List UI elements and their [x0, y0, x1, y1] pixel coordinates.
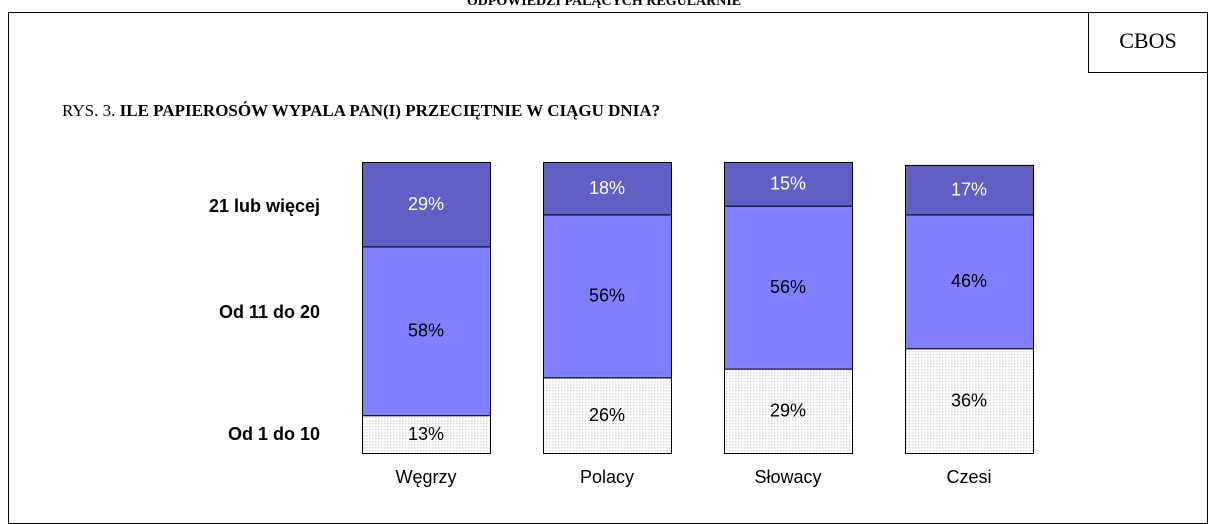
header-note: ODPOWIEDZI PALĄCYCH REGULARNIE: [467, 0, 741, 9]
value-label: 56%: [770, 277, 806, 297]
bar-segment: [905, 214, 1034, 350]
value-label: 15%: [770, 174, 806, 194]
x-tick-label: Polacy: [580, 467, 634, 487]
value-label: 36%: [951, 390, 987, 410]
bar-segment: [362, 415, 491, 455]
bar-segment: [543, 214, 672, 379]
bar-segment: [362, 162, 491, 248]
source: CBOS: [1119, 28, 1176, 53]
bar-segment: [905, 164, 1034, 216]
value-label: 58%: [408, 321, 444, 341]
legend-label: 21 lub więcej: [209, 196, 320, 216]
value-label: 13%: [408, 424, 444, 444]
value-label: 46%: [951, 271, 987, 291]
value-label: 29%: [770, 401, 806, 421]
value-label: 29%: [408, 194, 444, 214]
legend-label: Od 1 do 10: [228, 424, 320, 444]
value-label: 56%: [589, 286, 625, 306]
x-tick-label: Czesi: [946, 467, 991, 487]
bar-segment: [724, 205, 853, 370]
bar-segment: [905, 348, 1034, 454]
bar-segment: [724, 368, 853, 454]
title-text: ILE PAPIEROSÓW WYPALA PAN(I) PRZECIĘTNIE…: [120, 101, 660, 120]
bar-segment: [543, 377, 672, 454]
legend-label: Od 11 do 20: [219, 302, 320, 322]
title-prefix: RYS. 3.: [62, 101, 115, 120]
x-tick-label: Węgrzy: [395, 467, 456, 487]
x-tick-label: Słowacy: [754, 467, 821, 487]
value-label: 17%: [951, 179, 987, 199]
chart-title: RYS. 3. ILE PAPIEROSÓW WYPALA PAN(I) PRZ…: [62, 101, 660, 120]
value-label: 26%: [589, 405, 625, 425]
value-label: 18%: [589, 178, 625, 198]
bar-segment: [362, 246, 491, 417]
bar-segment: [724, 162, 853, 207]
bar-segment: [543, 162, 672, 216]
